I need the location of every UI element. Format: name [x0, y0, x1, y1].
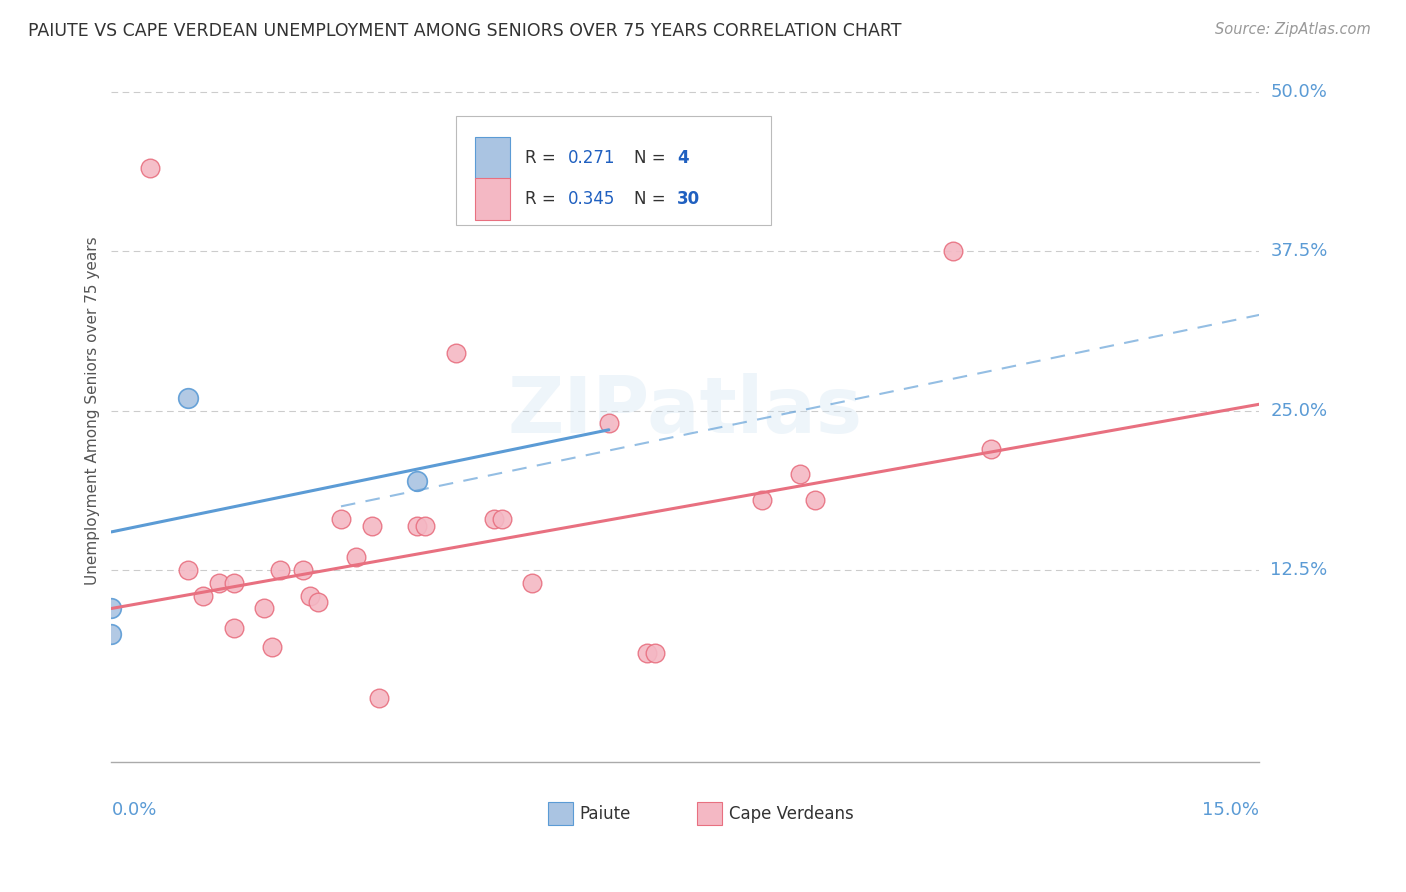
- Point: [406, 474, 429, 488]
- Point: [444, 346, 467, 360]
- Text: 37.5%: 37.5%: [1271, 242, 1327, 260]
- Point: [262, 640, 284, 654]
- Point: [636, 646, 658, 660]
- Point: [368, 690, 391, 705]
- Text: 0.345: 0.345: [568, 190, 616, 208]
- Point: [291, 563, 314, 577]
- Point: [100, 627, 122, 641]
- Point: [177, 391, 200, 405]
- Point: [138, 161, 160, 175]
- Text: Cape Verdeans: Cape Verdeans: [728, 805, 853, 822]
- Text: 0.271: 0.271: [568, 149, 616, 167]
- FancyBboxPatch shape: [456, 116, 772, 225]
- Point: [406, 518, 429, 533]
- Text: R =: R =: [524, 149, 561, 167]
- Text: PAIUTE VS CAPE VERDEAN UNEMPLOYMENT AMONG SENIORS OVER 75 YEARS CORRELATION CHAR: PAIUTE VS CAPE VERDEAN UNEMPLOYMENT AMON…: [28, 22, 901, 40]
- Text: ZIPatlas: ZIPatlas: [508, 373, 863, 449]
- FancyBboxPatch shape: [697, 802, 723, 825]
- Text: Source: ZipAtlas.com: Source: ZipAtlas.com: [1215, 22, 1371, 37]
- Point: [491, 512, 513, 526]
- Point: [269, 563, 291, 577]
- Text: R =: R =: [524, 190, 561, 208]
- Point: [482, 512, 505, 526]
- Point: [413, 518, 436, 533]
- FancyBboxPatch shape: [547, 802, 572, 825]
- Point: [942, 244, 965, 258]
- Text: 25.0%: 25.0%: [1271, 401, 1327, 419]
- Point: [644, 646, 666, 660]
- Point: [307, 595, 329, 609]
- Point: [980, 442, 1002, 456]
- FancyBboxPatch shape: [475, 136, 510, 179]
- Point: [253, 601, 276, 615]
- Point: [299, 589, 322, 603]
- Y-axis label: Unemployment Among Seniors over 75 years: Unemployment Among Seniors over 75 years: [86, 236, 100, 585]
- Point: [522, 576, 544, 591]
- Point: [598, 417, 620, 431]
- FancyBboxPatch shape: [475, 178, 510, 219]
- Point: [789, 467, 811, 482]
- Point: [193, 589, 215, 603]
- Point: [804, 493, 827, 508]
- Point: [222, 621, 245, 635]
- Text: 12.5%: 12.5%: [1271, 561, 1327, 579]
- Text: 0.0%: 0.0%: [111, 800, 157, 819]
- Text: 50.0%: 50.0%: [1271, 83, 1327, 101]
- Point: [177, 563, 200, 577]
- Point: [207, 576, 229, 591]
- Point: [360, 518, 382, 533]
- Text: 4: 4: [678, 149, 689, 167]
- Text: 15.0%: 15.0%: [1202, 800, 1260, 819]
- Point: [751, 493, 773, 508]
- Point: [100, 601, 122, 615]
- Text: N =: N =: [634, 149, 671, 167]
- Text: 30: 30: [678, 190, 700, 208]
- Text: Paiute: Paiute: [579, 805, 631, 822]
- Point: [344, 550, 367, 565]
- Point: [330, 512, 353, 526]
- Point: [222, 576, 245, 591]
- Text: N =: N =: [634, 190, 671, 208]
